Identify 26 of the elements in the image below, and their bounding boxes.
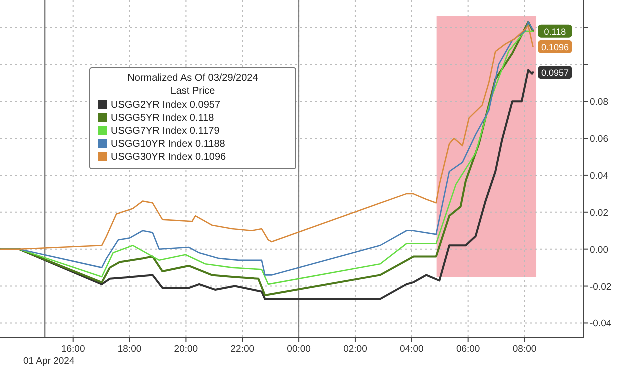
x-tick-label: 04:00 — [400, 344, 424, 355]
y-tick-label: -0.04 — [590, 318, 612, 330]
x-tick-label: 20:00 — [174, 344, 198, 355]
x-tick-label: 18:00 — [118, 344, 142, 355]
legend-label: USGG5YR Index 0.118 — [111, 113, 215, 124]
x-tick-label: 02:00 — [344, 344, 368, 355]
x-tick-label: 06:00 — [456, 344, 480, 355]
y-tick-label: 0.00 — [590, 244, 608, 256]
x-tick-label: 22:00 — [230, 344, 255, 355]
x-tick-label: 00:00 — [287, 344, 311, 355]
y-tick-label: 0.08 — [590, 97, 608, 108]
y-tick-label: 0.02 — [590, 208, 608, 219]
y-tick-label: 0.06 — [590, 134, 608, 146]
x-tick-label: 16:00 — [61, 344, 86, 355]
legend-title: Normalized As Of 03/29/2024 Last Price — [128, 73, 259, 97]
legend-label: USGG30YR Index 0.1096 — [111, 152, 227, 163]
text: 01 Apr 2024 — [24, 356, 75, 367]
legend-label: USGG2YR Index 0.0957 — [111, 100, 221, 111]
data-label: 0.118 — [544, 26, 566, 37]
y-tick-label: -0.02 — [590, 282, 612, 293]
y-tick-label: 0.04 — [590, 170, 608, 182]
x-tick-label: 08:00 — [512, 344, 537, 355]
data-label: 0.1096 — [541, 42, 569, 52]
data-label: 0.0957 — [541, 68, 569, 78]
legend-label: USGG7YR Index 0.1179 — [111, 126, 220, 137]
legend-label: USGG10YR Index 0.1188 — [111, 139, 226, 150]
